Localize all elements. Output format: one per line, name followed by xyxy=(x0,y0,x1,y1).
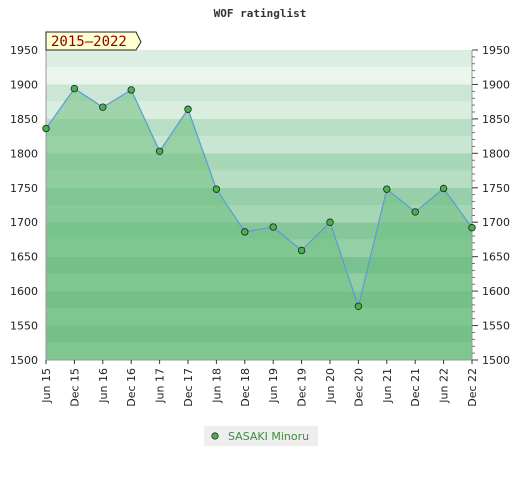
data-point xyxy=(326,218,334,226)
data-point xyxy=(127,86,135,94)
data-point xyxy=(184,105,192,113)
legend[interactable]: SASAKI Minoru xyxy=(204,426,318,446)
x-tick-label: Jun 17 xyxy=(154,368,167,404)
data-point xyxy=(42,124,50,133)
data-point xyxy=(354,302,363,310)
legend-box xyxy=(204,426,318,446)
x-tick-label: Dec 22 xyxy=(466,368,479,407)
y-axis-left: 1500 1550 1600 1650 1700 1750 1800 1850 1900 1950 xyxy=(10,44,38,367)
y-tick-label-left: 1950 xyxy=(10,44,38,57)
y-tick-label-left: 1500 xyxy=(10,354,38,367)
data-point xyxy=(439,184,448,193)
chart-title: WOF ratinglist xyxy=(214,7,307,20)
data-point xyxy=(212,185,221,193)
period-label: 2015–2022 xyxy=(51,34,127,50)
data-points xyxy=(42,84,476,310)
legend-marker xyxy=(211,432,219,440)
y-tick-label-right: 1950 xyxy=(482,44,510,57)
x-tick-label: Jun 22 xyxy=(438,368,451,404)
y-tick-label-right: 1800 xyxy=(482,147,510,160)
data-point xyxy=(297,246,306,255)
y-tick-label-right: 1700 xyxy=(482,216,510,229)
y-axis-right: 1500 1550 1600 1650 1700 1750 1800 1850 1900 1950 xyxy=(472,44,510,367)
y-tick-label-left: 1800 xyxy=(10,147,38,160)
band xyxy=(46,118,472,137)
data-point xyxy=(383,185,391,193)
y-tick-label-left: 1750 xyxy=(10,182,38,195)
x-tick-label: Dec 19 xyxy=(296,368,309,407)
band xyxy=(46,101,472,119)
y-tick-label-right: 1500 xyxy=(482,354,510,367)
y-tick-label-left: 1600 xyxy=(10,285,38,298)
rating-line xyxy=(45,87,473,309)
x-tick-label: Dec 16 xyxy=(125,368,138,407)
x-tick-label: Jun 21 xyxy=(381,368,394,404)
x-tick-label: Jun 15 xyxy=(40,368,53,404)
x-tick-label: Jun 19 xyxy=(267,368,280,404)
data-point xyxy=(411,208,419,216)
y-tick-label-right: 1850 xyxy=(482,113,510,126)
band xyxy=(46,84,472,102)
data-point xyxy=(99,103,107,111)
legend-series-name: SASAKI Minoru xyxy=(228,430,309,443)
x-tick-label: Dec 15 xyxy=(68,368,81,407)
band xyxy=(46,67,472,85)
period-badge: 2015–2022 xyxy=(45,31,142,51)
x-tick-label: Dec 20 xyxy=(352,368,365,407)
x-tick-label: Dec 18 xyxy=(239,368,252,407)
y-tick-label-right: 1650 xyxy=(482,251,510,264)
data-point xyxy=(241,228,249,236)
x-tick-label: Jun 20 xyxy=(324,368,337,404)
y-tick-label-right: 1750 xyxy=(482,182,510,195)
x-tick-label: Jun 18 xyxy=(210,368,223,404)
y-tick-label-left: 1550 xyxy=(10,320,38,333)
band xyxy=(46,50,472,68)
period-badge-box xyxy=(45,31,142,51)
y-tick-label-right: 1550 xyxy=(482,320,510,333)
y-tick-label-left: 1850 xyxy=(10,113,38,126)
y-tick-label-left: 1900 xyxy=(10,78,38,91)
data-point xyxy=(468,224,476,232)
y-tick-label-left: 1650 xyxy=(10,251,38,264)
x-axis: Jun 15 Dec 15 Jun 16 Dec 16 Jun 17 Dec 17 Jun … xyxy=(40,360,479,407)
y-tick-label-left: 1700 xyxy=(10,216,38,229)
x-tick-label: Jun 16 xyxy=(97,368,110,404)
data-point xyxy=(70,84,79,93)
x-tick-label: Dec 21 xyxy=(409,368,422,407)
y-tick-label-right: 1600 xyxy=(482,285,510,298)
x-tick-label: Dec 17 xyxy=(182,368,195,407)
rating-area xyxy=(46,88,472,361)
data-point xyxy=(155,147,164,155)
data-point xyxy=(269,223,277,231)
y-tick-label-right: 1900 xyxy=(482,78,510,91)
axes-layer xyxy=(45,50,473,361)
